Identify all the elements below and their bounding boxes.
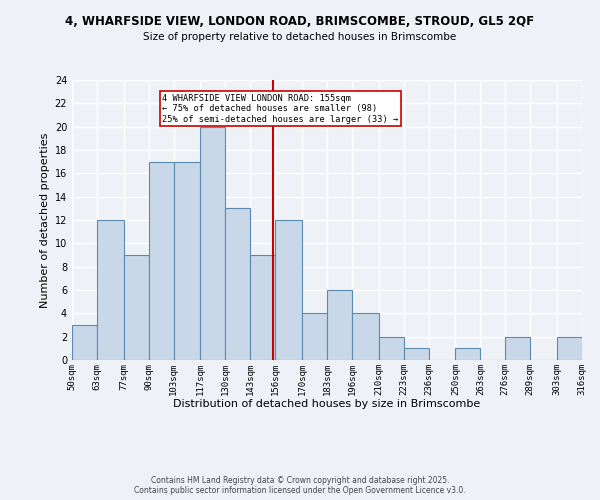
Bar bbox=[404, 348, 428, 360]
Bar bbox=[302, 314, 327, 360]
Bar bbox=[200, 126, 226, 360]
Bar bbox=[352, 314, 379, 360]
Bar bbox=[557, 336, 582, 360]
Bar bbox=[505, 336, 530, 360]
Text: 4, WHARFSIDE VIEW, LONDON ROAD, BRIMSCOMBE, STROUD, GL5 2QF: 4, WHARFSIDE VIEW, LONDON ROAD, BRIMSCOM… bbox=[65, 15, 535, 28]
Bar bbox=[97, 220, 124, 360]
Bar bbox=[275, 220, 302, 360]
Text: Size of property relative to detached houses in Brimscombe: Size of property relative to detached ho… bbox=[143, 32, 457, 42]
Bar bbox=[379, 336, 404, 360]
Bar bbox=[226, 208, 250, 360]
Bar bbox=[455, 348, 481, 360]
Bar bbox=[250, 255, 275, 360]
Text: Contains HM Land Registry data © Crown copyright and database right 2025.
Contai: Contains HM Land Registry data © Crown c… bbox=[134, 476, 466, 495]
X-axis label: Distribution of detached houses by size in Brimscombe: Distribution of detached houses by size … bbox=[173, 399, 481, 409]
Bar bbox=[72, 325, 97, 360]
Y-axis label: Number of detached properties: Number of detached properties bbox=[40, 132, 50, 308]
Text: 4 WHARFSIDE VIEW LONDON ROAD: 155sqm
← 75% of detached houses are smaller (98)
2: 4 WHARFSIDE VIEW LONDON ROAD: 155sqm ← 7… bbox=[162, 94, 398, 124]
Bar bbox=[327, 290, 352, 360]
Bar bbox=[124, 255, 149, 360]
Bar bbox=[149, 162, 173, 360]
Bar bbox=[173, 162, 200, 360]
